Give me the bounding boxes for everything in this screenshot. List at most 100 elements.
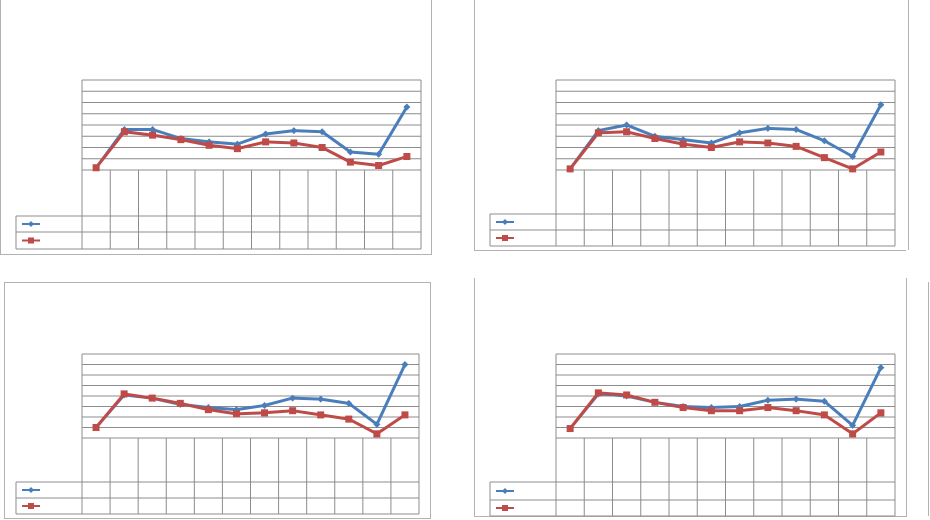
series-1-point bbox=[403, 103, 411, 111]
series-2-line bbox=[568, 391, 883, 436]
legend-key-diamond-marker bbox=[28, 221, 34, 227]
series-2-point bbox=[120, 390, 128, 398]
series-2-point bbox=[232, 410, 240, 418]
series-2-point bbox=[318, 144, 326, 151]
series-1-point bbox=[261, 401, 269, 409]
series-2-point bbox=[205, 141, 213, 149]
series-1-point bbox=[623, 121, 631, 129]
series-2-point bbox=[345, 415, 353, 423]
series-2-point bbox=[261, 409, 269, 417]
series-2-point bbox=[651, 135, 659, 142]
series-2-point bbox=[679, 140, 687, 148]
series-1-point bbox=[764, 396, 772, 404]
series-2-point bbox=[92, 164, 100, 172]
series-2-point bbox=[764, 139, 772, 147]
series-1-point bbox=[792, 126, 800, 133]
plot-area-2 bbox=[489, 79, 896, 247]
series-2-point bbox=[849, 430, 857, 438]
series-2-point bbox=[877, 409, 885, 417]
series-2-point bbox=[594, 129, 602, 137]
series-2-point bbox=[707, 407, 715, 415]
plot-area-1 bbox=[15, 79, 422, 250]
series-2-point bbox=[679, 404, 687, 412]
chart-svg-4 bbox=[474, 278, 929, 517]
series-2-point bbox=[346, 158, 354, 166]
series-2-point bbox=[764, 404, 772, 412]
series-1-point bbox=[375, 150, 383, 158]
series-2-point bbox=[594, 389, 602, 397]
chart-svg-2 bbox=[474, 0, 909, 251]
legend-key-square-marker bbox=[502, 505, 508, 511]
series-1-point bbox=[820, 397, 828, 405]
series-1-line bbox=[568, 366, 883, 431]
series-2-point bbox=[401, 411, 409, 419]
series-2-point bbox=[877, 148, 885, 156]
series-2-point bbox=[290, 139, 298, 147]
series-1-point bbox=[820, 137, 828, 145]
series-2-point bbox=[149, 131, 157, 139]
series-2-point bbox=[289, 407, 297, 415]
series-2-point bbox=[736, 138, 744, 146]
series-1-point bbox=[792, 395, 800, 403]
series-1-line bbox=[94, 105, 409, 170]
chart-panel-4 bbox=[474, 278, 930, 520]
series-2-point bbox=[623, 391, 631, 399]
series-1-point bbox=[318, 128, 326, 136]
series-2-point bbox=[403, 153, 411, 160]
series-1-point bbox=[373, 420, 381, 428]
series-2-point bbox=[566, 165, 574, 173]
chart-frame-2 bbox=[474, 0, 909, 251]
series-2-point bbox=[820, 411, 828, 419]
series-2-point bbox=[373, 430, 381, 438]
legend-key-diamond-marker bbox=[502, 219, 508, 225]
series-2-point bbox=[262, 138, 270, 146]
series-1-line bbox=[568, 103, 883, 171]
series-1-point bbox=[346, 148, 354, 156]
series-1-point bbox=[149, 126, 157, 133]
series-2-point bbox=[736, 407, 744, 415]
series-2-point bbox=[707, 144, 715, 151]
series-1-point bbox=[764, 124, 772, 132]
series-2-point bbox=[375, 162, 383, 169]
chart-panel-1 bbox=[0, 0, 432, 256]
series-2-point bbox=[792, 142, 800, 150]
chart-svg-3 bbox=[4, 282, 431, 519]
series-2-point bbox=[177, 136, 185, 144]
series-2-point bbox=[204, 406, 212, 414]
legend-key-diamond-marker bbox=[28, 487, 34, 493]
series-1-point bbox=[290, 127, 298, 135]
series-1-point bbox=[401, 361, 409, 368]
legend-key-square-marker bbox=[28, 237, 34, 244]
chart-svg-1 bbox=[0, 0, 432, 255]
series-2-line bbox=[94, 392, 407, 436]
legend-key-diamond-marker bbox=[502, 488, 508, 494]
chart-frame-4 bbox=[474, 278, 929, 517]
series-2-line bbox=[568, 130, 883, 171]
series-2-point bbox=[623, 128, 631, 136]
series-2-point bbox=[120, 128, 128, 136]
chart-frame-3 bbox=[4, 282, 431, 519]
plot-area-3 bbox=[15, 353, 420, 515]
series-2-point bbox=[651, 398, 659, 406]
chart-panel-2 bbox=[474, 0, 930, 256]
legend-key-square-marker bbox=[28, 503, 34, 509]
series-1-point bbox=[877, 101, 885, 109]
series-1-point bbox=[289, 394, 297, 402]
series-2-point bbox=[92, 424, 100, 431]
plot-area-4 bbox=[489, 353, 896, 517]
series-1-point bbox=[345, 399, 353, 407]
series-2-point bbox=[792, 407, 800, 415]
series-2-point bbox=[317, 411, 325, 419]
series-2-point bbox=[849, 165, 857, 173]
series-1-point bbox=[262, 130, 270, 138]
series-1-point bbox=[849, 153, 857, 160]
series-2-line bbox=[94, 130, 409, 170]
series-1-point bbox=[736, 129, 744, 137]
series-2-point bbox=[820, 154, 828, 162]
series-2-point bbox=[176, 399, 184, 407]
series-2-point bbox=[148, 394, 156, 402]
chart-frame-1 bbox=[0, 0, 432, 255]
series-2-point bbox=[566, 425, 574, 433]
series-1-point bbox=[317, 395, 325, 403]
series-1-point bbox=[849, 421, 857, 429]
